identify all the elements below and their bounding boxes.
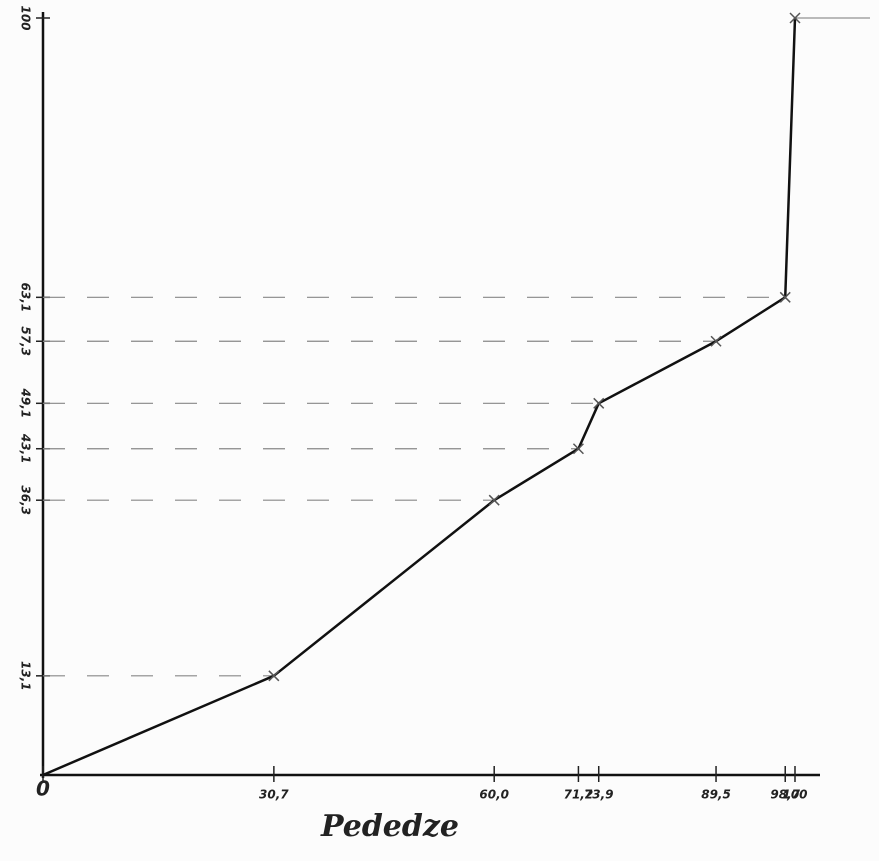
point-marker [268, 670, 280, 682]
x-axis-label: Pededze [320, 809, 459, 844]
x-tick-label: 30,7 [259, 788, 289, 802]
data-line [42, 17, 797, 777]
x-tick-label: 0 [36, 777, 50, 801]
x-tick-label: 71,2 [564, 788, 594, 802]
point-marker [488, 494, 500, 506]
point-marker [572, 443, 584, 455]
x-tick-label: 73,9 [584, 788, 614, 802]
y-tick-label: 57,3 [19, 326, 33, 356]
y-tick-label: 36,3 [19, 485, 33, 515]
x-tick-label: 60,0 [479, 788, 509, 802]
y-tick-label: 49,1 [19, 388, 33, 419]
point-marker [779, 291, 791, 303]
x-tick-label: 100 [782, 788, 807, 802]
y-tick-label: 63,1 [19, 283, 33, 313]
y-tick-label: 43,1 [19, 433, 33, 464]
point-marker [710, 335, 722, 347]
point-marker [789, 12, 801, 24]
x-tick-label: 98,7 [770, 788, 800, 802]
x-tick-label: 89,5 [701, 788, 731, 802]
y-tick-label: 13,1 [19, 661, 33, 691]
point-marker [593, 397, 605, 409]
y-tick-label: 100 [19, 5, 33, 30]
